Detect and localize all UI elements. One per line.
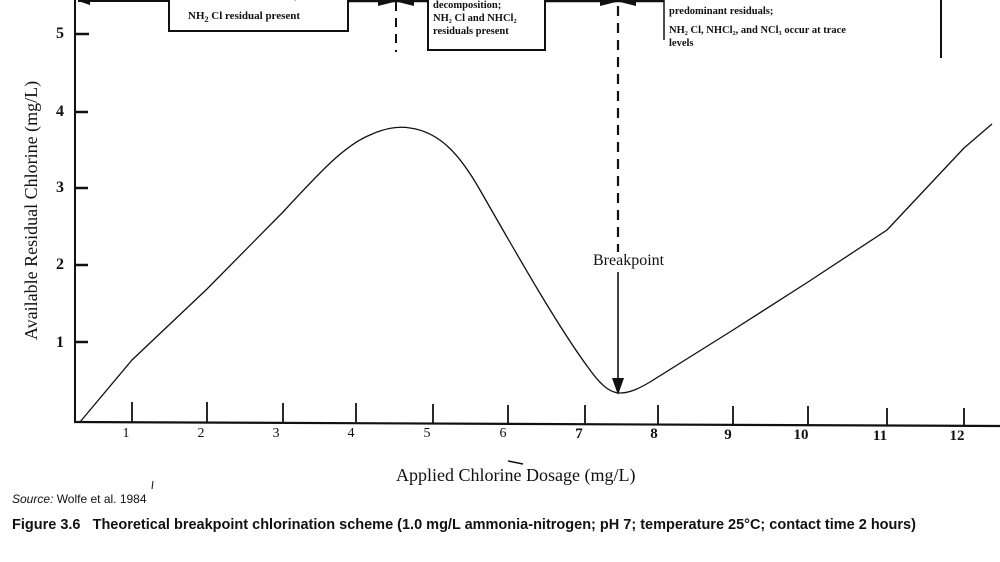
y-tick-label-3: 3 — [56, 179, 64, 196]
zone-3-line2: NH₂ Cl, NHCl₂, and NCl₃ occur at trace — [669, 25, 846, 36]
x-tick-label-5: 5 — [423, 426, 431, 441]
x-ticks — [131, 402, 965, 426]
zone-double-arrow-1 — [378, 0, 394, 6]
breakpoint-label: Breakpoint — [593, 252, 665, 269]
x-tick-label-7: 7 — [575, 426, 583, 442]
source-note: Source: Wolfe et al. 1984 — [12, 492, 147, 506]
x-tick-label-2: 2 — [197, 426, 205, 441]
y-tick-label-2: 2 — [56, 256, 64, 273]
y-axis-label: Available Residual Chlorine (mg/L) — [21, 80, 41, 340]
y-tick-label-4: 4 — [56, 103, 64, 120]
zone-3-line1: predominant residuals; — [669, 6, 774, 17]
x-tick-label-6: 6 — [499, 426, 507, 441]
zone-2-line2: NH₂ Cl and NHCl₂ — [433, 13, 517, 24]
source-text: Wolfe et al. 1984 — [53, 492, 147, 506]
figure-caption-text: Theoretical breakpoint chlorination sche… — [92, 517, 916, 533]
x-tick-label-3: 3 — [272, 426, 280, 441]
figure-caption: Figure 3.6 Theoretical breakpoint chlori… — [12, 516, 1000, 535]
zone-2-line1: decomposition; — [433, 0, 502, 11]
zone-1-line2: NH2 Cl residual present — [188, 10, 301, 25]
y-tick-label-1: 1 — [56, 334, 64, 351]
figure-number: Figure 3.6 — [12, 517, 81, 533]
x-tick-label-1: 1 — [122, 426, 130, 441]
zone-2-text: decomposition; NH₂ Cl and NHCl₂ residual… — [433, 0, 545, 38]
zone-box-1 — [168, 0, 349, 32]
zone-3-line3: levels — [669, 38, 694, 49]
zone-1-line1: Chloramine formation; — [188, 0, 348, 3]
x-tick-label-8: 8 — [650, 426, 658, 442]
x-tick-label-11: 11 — [872, 428, 888, 444]
x-tick-label-9: 9 — [724, 427, 732, 443]
x-axis-label: Applied Chlorine Dosage (mg/L) — [396, 465, 636, 485]
x-tick-label-10: 10 — [793, 427, 809, 443]
zone-1-text: Chloramine formation; NH2 Cl residual pr… — [188, 0, 348, 27]
residual-chlorine-curve — [79, 123, 993, 423]
zone-2-line3: residuals present — [433, 26, 509, 37]
source-prefix: Source: — [12, 492, 54, 506]
zone-3-text: predominant residuals; NH₂ Cl, NHCl₂, an… — [669, 5, 939, 50]
x-axis — [73, 420, 1000, 428]
zone-double-arrow-2 — [600, 0, 616, 6]
y-ticks — [75, 32, 89, 344]
breakpoint-arrowhead — [612, 378, 624, 395]
zone-box-2 — [427, 0, 546, 51]
x-tick-label-4: 4 — [347, 426, 355, 441]
y-tick-label-5: 5 — [56, 25, 64, 42]
zone1-left-arrowhead — [78, 0, 90, 5]
x-tick-label-12: 12 — [949, 428, 965, 444]
